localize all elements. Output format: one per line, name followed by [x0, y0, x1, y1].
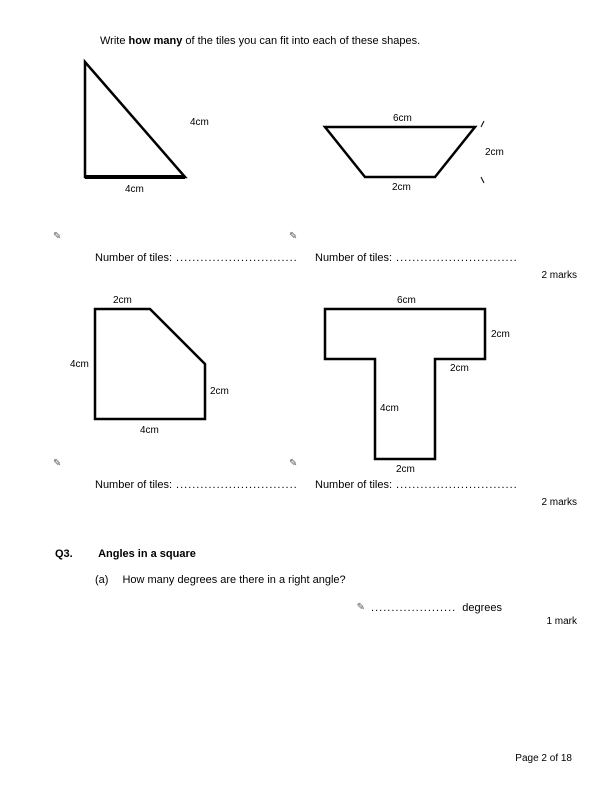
- pen-icon: ✎: [53, 458, 61, 469]
- svg-text:2cm: 2cm: [392, 182, 411, 193]
- q3-heading: Q3. Angles in a square: [55, 548, 562, 560]
- pen-icon: ✎: [53, 231, 61, 242]
- triangle-shape: 4cm 4cm: [65, 57, 265, 207]
- trapezium-panel: 6cm2cm2cm ✎: [305, 57, 555, 260]
- svg-text:6cm: 6cm: [397, 295, 416, 306]
- pen-icon: ✎: [289, 458, 297, 469]
- svg-text:2cm: 2cm: [485, 147, 504, 158]
- marks-label: 1 mark: [55, 616, 577, 627]
- svg-text:6cm: 6cm: [393, 113, 412, 124]
- pen-icon: ✎: [357, 602, 365, 614]
- svg-text:2cm: 2cm: [210, 386, 229, 397]
- svg-text:2cm: 2cm: [491, 329, 510, 340]
- q3a: (a) How many degrees are there in a righ…: [95, 574, 562, 586]
- svg-text:4cm: 4cm: [70, 359, 89, 370]
- svg-text:4cm: 4cm: [140, 425, 159, 436]
- svg-text:2cm: 2cm: [396, 464, 415, 475]
- q3a-answer: ✎ ..................... degrees: [55, 602, 502, 614]
- svg-text:2cm: 2cm: [450, 363, 469, 374]
- instruction-text: Write how many of the tiles you can fit …: [100, 35, 562, 47]
- page-footer: Page 2 of 18: [515, 753, 572, 764]
- pentagon-panel: 2cm 4cm 2cm 4cm ✎: [65, 289, 305, 487]
- pentagon-shape: 2cm 4cm 2cm 4cm: [65, 289, 265, 449]
- svg-text:4cm: 4cm: [190, 117, 209, 128]
- svg-text:4cm: 4cm: [380, 403, 399, 414]
- trapezium-shape: 6cm 2cm 2cm: [305, 107, 525, 257]
- tshape-shape: 6cm 2cm 2cm 4cm 2cm: [305, 289, 535, 484]
- tshape-panel: 6cm2cm2cm4cm2cm ✎: [305, 289, 555, 487]
- marks-label: 2 marks: [55, 497, 577, 508]
- svg-text:2cm: 2cm: [113, 295, 132, 306]
- triangle-panel: 4cm 4cm ✎: [65, 57, 305, 260]
- svg-text:4cm: 4cm: [125, 184, 144, 195]
- pen-icon: ✎: [289, 231, 297, 242]
- marks-label: 2 marks: [55, 270, 577, 281]
